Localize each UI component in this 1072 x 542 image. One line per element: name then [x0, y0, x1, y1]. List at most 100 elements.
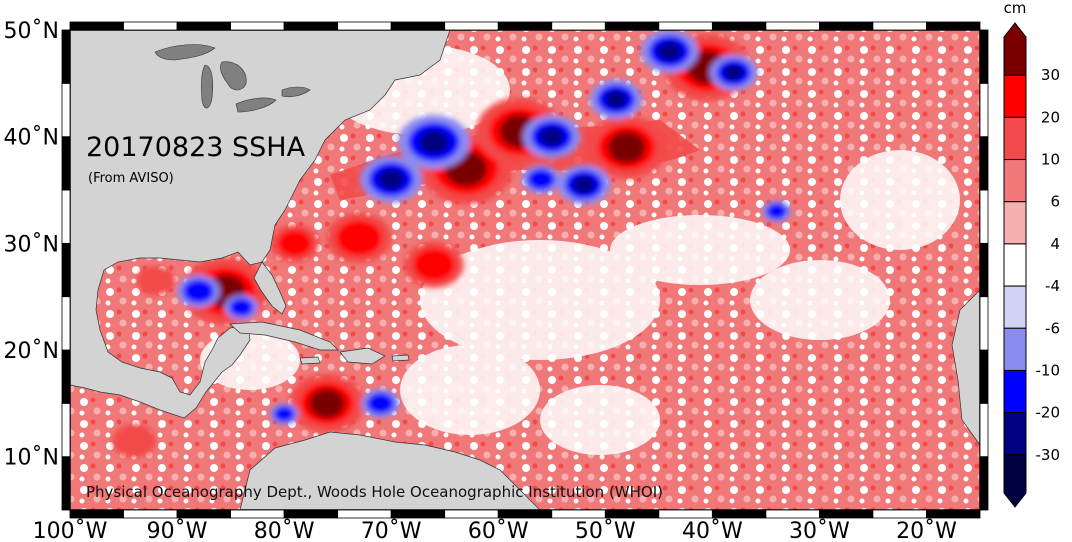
cold-eddy — [359, 155, 423, 203]
border-segment-bottom — [819, 509, 874, 519]
colorbar-level-label: 10 — [1041, 151, 1060, 169]
border-segment-left — [61, 296, 71, 351]
hispaniola-island — [339, 347, 386, 365]
colorbar-level-label: -20 — [1036, 404, 1061, 422]
border-segment-top — [444, 21, 499, 31]
border-segment-bottom — [604, 509, 660, 519]
longitude-tick-label: 20˚W — [896, 519, 957, 542]
border-segment-bottom — [69, 509, 124, 519]
cold-eddy — [521, 164, 561, 194]
border-segment-left — [61, 402, 71, 458]
cold-eddy — [269, 403, 299, 425]
border-segment-right — [979, 242, 989, 298]
border-segment-right — [979, 349, 989, 404]
border-segment-left — [61, 349, 71, 404]
cold-eddy — [224, 294, 259, 320]
border-segment-top — [926, 21, 981, 31]
border-segment-bottom — [872, 509, 927, 519]
great-lakes — [154, 44, 311, 113]
border-segment-right — [979, 296, 989, 351]
border-segment-left — [61, 29, 71, 84]
border-segment-bottom — [926, 509, 981, 519]
colorbar-level-label: 20 — [1041, 108, 1060, 126]
longitude-tick-label: 70˚W — [361, 519, 422, 542]
border-segment-bottom — [497, 509, 553, 519]
border-segment-left — [61, 456, 71, 511]
longitude-tick-label: 60˚W — [468, 519, 529, 542]
border-segment-top — [711, 21, 767, 31]
warm-eddy — [586, 115, 668, 179]
border-segment-top — [872, 21, 927, 31]
eddy-layer — [112, 30, 791, 458]
colorbar-level-label: -4 — [1045, 277, 1060, 295]
lake-huron — [220, 61, 247, 91]
colorbar-level-label: -30 — [1036, 446, 1061, 464]
border-segment-right — [979, 136, 989, 191]
border-segment-top — [176, 21, 231, 31]
colorbar-swatch — [1003, 159, 1027, 203]
colorbar-swatch — [1003, 116, 1027, 161]
border-segment-right — [979, 456, 989, 511]
cold-eddy — [640, 30, 699, 73]
border-segment-top — [604, 21, 660, 31]
colorbar-unit: cm — [1004, 0, 1027, 17]
colorbar-labels: 30 20 10 6 4 -4 -6 -10 -20 -30 — [1036, 66, 1061, 464]
colorbar-swatches — [1003, 22, 1027, 508]
colorbar-swatch — [1003, 412, 1027, 456]
warm-eddy — [112, 423, 156, 458]
lake-ontario — [281, 86, 311, 98]
warm-eddy — [270, 224, 320, 263]
longitude-tick-label: 90˚W — [147, 519, 208, 542]
border-segment-top — [551, 21, 606, 31]
colorbar-swatch — [1003, 243, 1027, 287]
latitude-tick-label: 10˚N — [4, 446, 59, 471]
latitude-tick-label: 50˚N — [4, 19, 59, 44]
border-segment-top — [337, 21, 392, 31]
border-segment-bottom — [230, 509, 285, 519]
longitude-tick-label: 80˚W — [254, 519, 315, 542]
border-segment-top — [765, 21, 820, 31]
map-title: 20170823 SSHA — [86, 132, 306, 163]
border-segment-bottom — [444, 509, 499, 519]
colorbar-level-label: 30 — [1041, 66, 1060, 84]
border-segment-bottom — [176, 509, 231, 519]
latitude-tick-label: 40˚N — [4, 126, 59, 151]
latitude-tick-label: 30˚N — [4, 232, 59, 257]
border-segment-top — [819, 21, 874, 31]
colorbar-swatch — [1003, 201, 1027, 245]
border-segment-bottom — [765, 509, 820, 519]
border-segment-right — [979, 29, 989, 84]
lake-michigan — [201, 64, 214, 109]
warm-eddy — [289, 373, 365, 433]
warm-eddy — [404, 241, 464, 288]
credit-line: Physical Oceanography Dept., Woods Hole … — [86, 483, 663, 501]
colorbar-swatch — [1003, 327, 1027, 371]
border-segment-bottom — [123, 509, 178, 519]
longitude-tick-label: 50˚W — [575, 519, 636, 542]
lake-superior — [154, 44, 216, 61]
cold-eddy — [522, 115, 581, 159]
cold-eddy — [398, 115, 470, 169]
colorbar: cm 30 20 10 6 4 -4 -6 -10 -20 -30 — [1003, 0, 1061, 508]
border-segment-top — [69, 21, 124, 31]
border-segment-right — [979, 402, 989, 458]
longitude-tick-label: 100˚W — [33, 519, 108, 542]
border-segment-right — [979, 189, 989, 244]
border-segment-bottom — [283, 509, 339, 519]
latitude-tick-label: 20˚N — [4, 339, 59, 364]
colorbar-swatch — [1003, 285, 1027, 329]
longitude-tick-label: 40˚W — [682, 519, 743, 542]
border-segment-left — [61, 136, 71, 191]
land-layer — [70, 30, 980, 510]
colorbar-swatch — [1003, 369, 1027, 414]
map-panel — [70, 30, 980, 510]
cold-eddy — [557, 164, 611, 205]
map-subtitle: (From AVISO) — [88, 171, 174, 186]
cuba-island — [229, 321, 339, 351]
cold-eddy — [709, 54, 758, 91]
border-segment-top — [123, 21, 178, 31]
map-border-checker — [61, 21, 989, 519]
longitude-axis: 100˚W 90˚W 80˚W 70˚W 60˚W 50˚W 40˚W 30˚W 20˚W — [33, 519, 957, 542]
colorbar-level-label: -6 — [1045, 319, 1060, 337]
